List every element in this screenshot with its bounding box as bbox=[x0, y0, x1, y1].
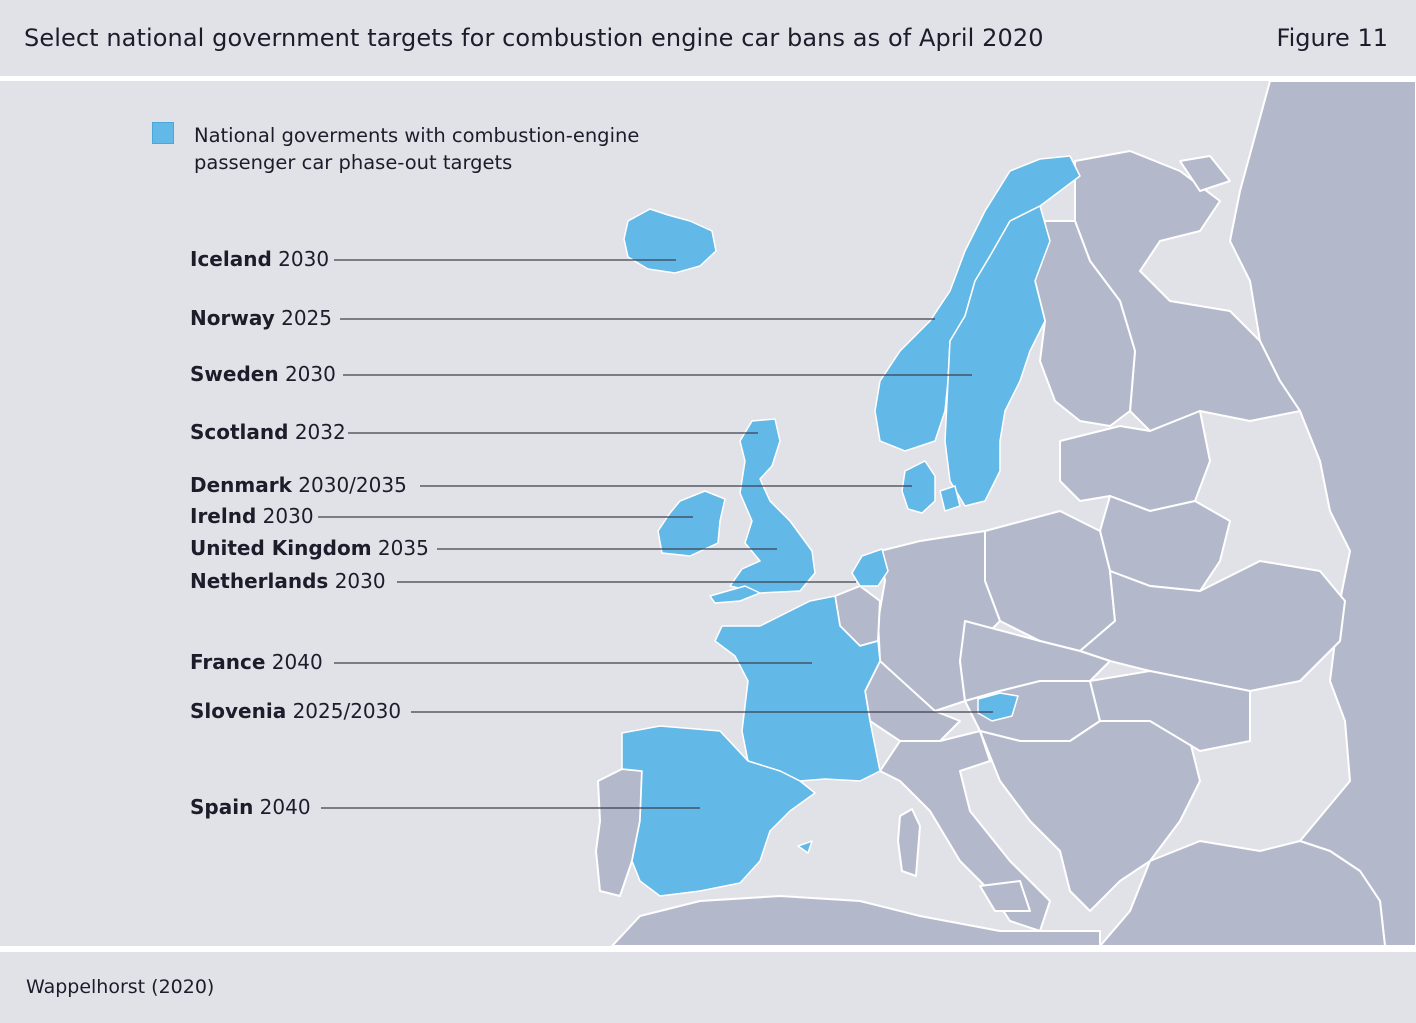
label-spain: Spain 2040 bbox=[190, 795, 311, 819]
label-sweden: Sweden 2030 bbox=[190, 362, 336, 386]
map-panel: National goverments with combustion-engi… bbox=[0, 81, 1416, 946]
slovenia-shape bbox=[977, 692, 1019, 722]
spain-shape bbox=[621, 725, 816, 897]
label-ireland: Irelnd 2030 bbox=[190, 504, 314, 528]
sweden-shape bbox=[944, 205, 1051, 507]
legend-swatch bbox=[152, 122, 174, 144]
label-norway: Norway 2025 bbox=[190, 306, 333, 330]
label-slovenia: Slovenia 2025/2030 bbox=[190, 699, 402, 723]
label-iceland: Iceland 2030 bbox=[190, 247, 330, 271]
land-highlighted bbox=[621, 155, 1081, 897]
label-scotland: Scotland 2032 bbox=[190, 420, 346, 444]
header-bar: Select national government targets for c… bbox=[0, 0, 1416, 76]
label-united-kingdom: United Kingdom 2035 bbox=[190, 536, 429, 560]
footer-bar: Wappelhorst (2020) bbox=[0, 952, 1416, 1023]
label-denmark: Denmark 2030/2035 bbox=[190, 473, 407, 497]
label-france: France 2040 bbox=[190, 650, 323, 674]
europe-map bbox=[318, 81, 1416, 946]
iceland-shape bbox=[623, 208, 717, 274]
denmark-shape bbox=[901, 460, 936, 514]
leader-lines bbox=[318, 259, 993, 809]
uk-shape bbox=[729, 418, 816, 594]
source-credit: Wappelhorst (2020) bbox=[26, 976, 215, 998]
figure-number: Figure 11 bbox=[1276, 24, 1388, 52]
label-netherlands: Netherlands 2030 bbox=[190, 569, 386, 593]
netherlands-shape bbox=[851, 548, 889, 587]
france-shape bbox=[714, 595, 881, 782]
legend-label: National goverments with combustion-engi… bbox=[194, 124, 640, 174]
ireland-shape bbox=[657, 490, 726, 557]
figure-title: Select national government targets for c… bbox=[24, 24, 1044, 52]
